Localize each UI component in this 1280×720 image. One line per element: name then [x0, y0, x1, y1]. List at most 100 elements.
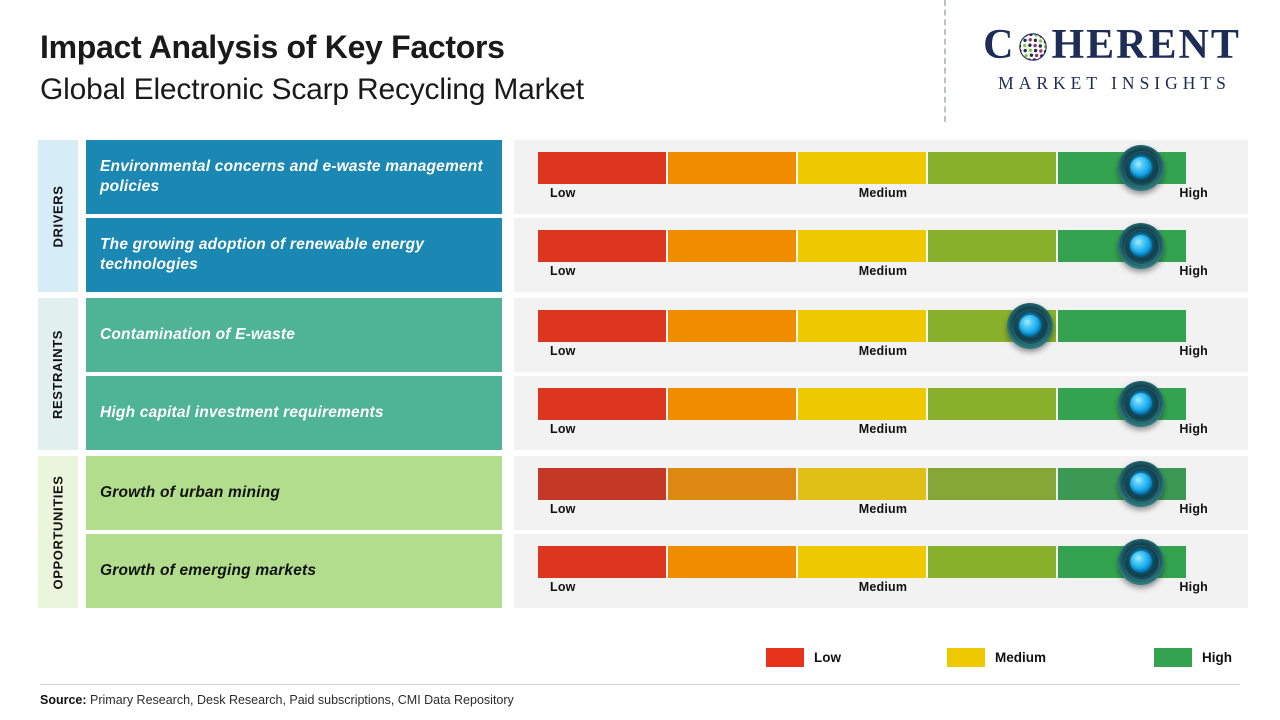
impact-marker[interactable] — [1117, 381, 1164, 427]
legend-item: Medium — [947, 647, 1047, 667]
gauge-row: Low Medium High — [514, 140, 1248, 214]
factor-box[interactable]: Growth of emerging markets — [86, 534, 502, 608]
gauge-segment-low-medium — [668, 468, 798, 500]
gauge-bar — [538, 468, 1186, 500]
logo-tagline: MARKET INSIGHTS — [998, 73, 1231, 93]
scale-label-low: Low — [550, 344, 576, 358]
gauge-segment-medium-high — [928, 546, 1058, 578]
scale-label-high: High — [1179, 422, 1208, 436]
scale-label-high: High — [1179, 580, 1208, 594]
impact-matrix: DRIVERS RESTRAINTS OPPORTUNITIES Environ… — [0, 138, 1280, 608]
legend-item: Low — [766, 647, 841, 667]
gauge-row: Low Medium High — [514, 218, 1248, 292]
gauge-segment-low-medium — [668, 310, 798, 342]
category-label-opportunities: OPPORTUNITIES — [50, 475, 66, 589]
scale-label-medium: Medium — [858, 264, 908, 278]
legend-swatch-medium — [947, 647, 985, 667]
gauge-row: Low Medium High — [514, 456, 1248, 530]
scale-label-low: Low — [550, 422, 576, 436]
gauge-segment-low-medium — [668, 230, 798, 262]
gauge-scale: Low Medium High — [538, 344, 1228, 364]
legend-item: High — [1154, 647, 1232, 667]
category-strip-opportunities: OPPORTUNITIES — [38, 456, 78, 608]
scale-label-high: High — [1179, 344, 1208, 358]
scale-label-low: Low — [550, 264, 576, 278]
gauge-scale: Low Medium High — [538, 186, 1228, 206]
gauge-segment-low — [538, 310, 668, 342]
factor-label: Contamination of E-waste — [100, 325, 296, 343]
gauge-segment-medium-high — [928, 388, 1058, 420]
legend: Low Medium High — [760, 643, 1232, 671]
factor-label: Growth of urban mining — [100, 483, 281, 501]
scale-label-medium: Medium — [858, 422, 908, 436]
gauge-segment-medium-high — [928, 230, 1058, 262]
factor-label: High capital investment requirements — [100, 403, 384, 421]
category-strip-drivers: DRIVERS — [38, 140, 78, 292]
logo-word-after: HERENT — [1051, 22, 1241, 68]
gauge-segment-low-medium — [668, 546, 798, 578]
factor-box[interactable]: Contamination of E-waste — [86, 298, 502, 372]
gauge-segment-high — [1058, 310, 1186, 342]
gauge-segment-medium — [798, 152, 928, 184]
gauge-bar — [538, 546, 1186, 578]
gauge-bar — [538, 310, 1186, 342]
logo-divider — [944, 0, 946, 122]
legend-label: Low — [814, 649, 841, 665]
impact-marker[interactable] — [1117, 145, 1164, 191]
scale-label-high: High — [1179, 186, 1208, 200]
impact-marker[interactable] — [1117, 539, 1164, 585]
factor-box[interactable]: The growing adoption of renewable energy… — [86, 218, 502, 292]
scale-label-medium: Medium — [858, 580, 908, 594]
page-header: Impact Analysis of Key Factors Global El… — [0, 0, 1280, 132]
category-label-restraints: RESTRAINTS — [50, 329, 66, 419]
gauge-row: Low Medium High — [514, 534, 1248, 608]
scale-label-medium: Medium — [858, 186, 908, 200]
factor-box[interactable]: High capital investment requirements — [86, 376, 502, 450]
gauge-segment-medium — [798, 468, 928, 500]
globe-dots-icon — [1016, 30, 1050, 64]
scale-label-low: Low — [550, 186, 576, 200]
factor-label: Growth of emerging markets — [100, 561, 317, 579]
gauge-row: Low Medium High — [514, 298, 1248, 372]
gauge-segment-medium-high — [928, 152, 1058, 184]
source-line: Source: Primary Research, Desk Research,… — [40, 693, 514, 707]
footer-divider — [40, 684, 1240, 685]
page-subtitle: Global Electronic Scarp Recycling Market — [40, 72, 584, 106]
impact-marker[interactable] — [1007, 303, 1054, 349]
gauge-bar — [538, 230, 1186, 262]
factor-label: Environmental concerns and e-waste manag… — [100, 157, 483, 195]
category-label-drivers: DRIVERS — [50, 185, 66, 247]
source-text: Primary Research, Desk Research, Paid su… — [86, 693, 514, 707]
gauge-segment-medium — [798, 310, 928, 342]
gauge-segment-medium — [798, 388, 928, 420]
factor-box[interactable]: Environmental concerns and e-waste manag… — [86, 140, 502, 214]
gauge-segment-low-medium — [668, 152, 798, 184]
legend-label: Medium — [995, 649, 1047, 665]
gauge-segment-low — [538, 152, 668, 184]
gauge-bar — [538, 152, 1186, 184]
source-label: Source: — [40, 693, 87, 707]
scale-label-medium: Medium — [858, 344, 908, 358]
scale-label-low: Low — [550, 502, 576, 516]
factor-box[interactable]: Growth of urban mining — [86, 456, 502, 530]
title-block: Impact Analysis of Key Factors Global El… — [40, 30, 584, 107]
logo-wordmark: C — [962, 22, 1262, 68]
legend-swatch-high — [1154, 647, 1193, 667]
gauge-segment-low — [538, 468, 668, 500]
gauge-bar — [538, 388, 1186, 420]
gauge-segment-medium — [798, 230, 928, 262]
scale-label-high: High — [1179, 264, 1208, 278]
logo-word-before: C — [983, 22, 1016, 68]
gauge-segment-medium-high — [928, 468, 1058, 500]
gauge-scale: Low Medium High — [538, 422, 1228, 442]
gauge-scale: Low Medium High — [538, 264, 1228, 284]
scale-label-low: Low — [550, 580, 576, 594]
impact-marker[interactable] — [1117, 223, 1164, 269]
gauge-segment-low — [538, 546, 668, 578]
brand-logo: C — [962, 22, 1262, 94]
factor-label: The growing adoption of renewable energy… — [100, 235, 425, 273]
page-title: Impact Analysis of Key Factors — [40, 29, 505, 65]
gauge-row: Low Medium High — [514, 376, 1248, 450]
impact-marker[interactable] — [1117, 461, 1164, 507]
scale-label-high: High — [1179, 502, 1208, 516]
